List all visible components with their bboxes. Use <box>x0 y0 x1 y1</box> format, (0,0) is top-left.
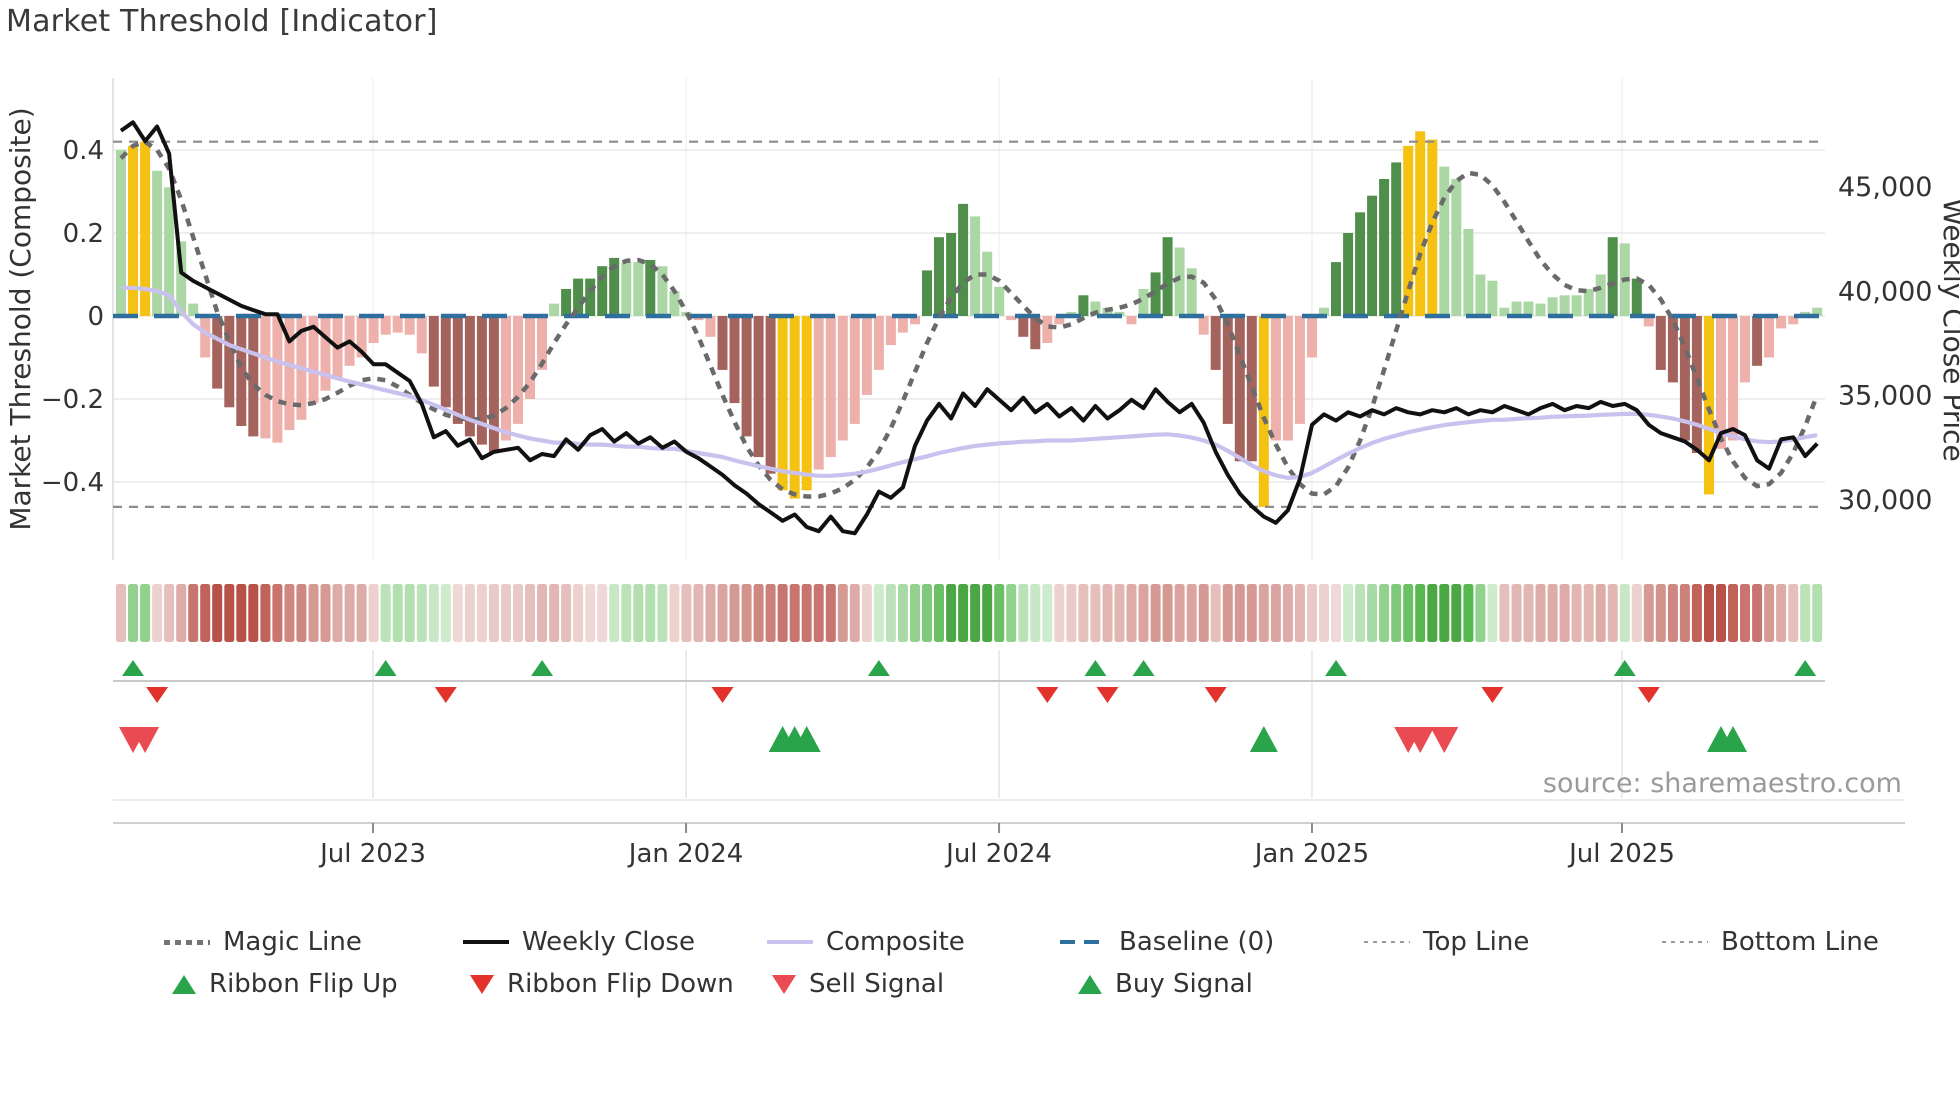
legend-item-baseline: Baseline (0) <box>1060 926 1274 958</box>
legend-item-top-line: Top Line <box>1364 926 1529 958</box>
ribbon-flip-up-marker <box>531 660 554 676</box>
baseline-swatch-icon <box>1060 940 1106 944</box>
threshold-bars <box>116 131 1823 507</box>
x-tick-label: Jul 2025 <box>1567 839 1675 869</box>
weekly-close-path <box>119 120 1819 536</box>
buy-signal-marker <box>1719 726 1748 752</box>
x-tick-label: Jan 2024 <box>627 839 744 869</box>
legend-item-buy-signal: Buy Signal <box>1078 968 1253 1000</box>
magic-line-path <box>119 139 1820 499</box>
ribbon-flip-down-marker <box>146 687 169 703</box>
triangle-down-icon <box>470 974 494 994</box>
composite-swatch-icon <box>767 940 813 944</box>
legend-item-bottom-line: Bottom Line <box>1662 926 1879 958</box>
legend-label: Ribbon Flip Up <box>209 969 398 999</box>
right-tick-label: 30,000 <box>1838 485 1932 516</box>
ribbon-flip-up-marker <box>122 660 145 676</box>
indicator-chart: Jul 2023 Jan 2024 Jul 2024 Jan 2025 Jul 2025… <box>4 78 1960 869</box>
legend-label: Weekly Close <box>522 927 695 957</box>
sell-triangle-icon <box>772 974 796 994</box>
sell-signal-marker <box>1406 727 1435 753</box>
legend-label: Sell Signal <box>809 969 945 999</box>
left-tick-label: −0.4 <box>41 468 104 498</box>
source-credit: source: sharemaestro.com <box>1543 768 1902 799</box>
ribbon-flip-up-marker <box>1794 660 1817 676</box>
legend-label: Buy Signal <box>1115 969 1253 999</box>
ribbon-flip-down-marker <box>1096 687 1119 703</box>
legend-label: Bottom Line <box>1721 927 1879 957</box>
legend-item-weekly-close: Weekly Close <box>463 926 695 958</box>
ribbon-flip-up-marker <box>1325 660 1348 676</box>
right-axis-title: Weekly Close Price <box>1937 198 1960 461</box>
ribbon-flip-up-marker <box>374 660 397 676</box>
legend-item-ribbon-flip-up: Ribbon Flip Up <box>172 968 398 1000</box>
ribbon-flip-down-marker <box>711 687 734 703</box>
buy-triangle-icon <box>1078 974 1102 994</box>
ribbon-flip-down-marker <box>1204 687 1227 703</box>
legend-item-sell-signal: Sell Signal <box>772 968 944 1000</box>
right-tick-label: 35,000 <box>1838 381 1932 412</box>
left-tick-label: −0.2 <box>41 385 104 415</box>
ribbon-flip-up-marker <box>1084 660 1107 676</box>
triangle-up-icon <box>172 974 196 994</box>
legend-label: Baseline (0) <box>1119 927 1275 957</box>
legend-item-magic-line: Magic Line <box>164 926 362 958</box>
legend-label: Ribbon Flip Down <box>507 969 734 999</box>
ribbon-flip-up-marker <box>867 660 890 676</box>
sell-signal-marker <box>131 727 160 753</box>
legend-label: Top Line <box>1423 927 1530 957</box>
x-tick-label: Jul 2024 <box>944 839 1052 869</box>
legend-item-composite: Composite <box>767 926 965 958</box>
sell-signal-marker <box>1430 727 1459 753</box>
ribbon-flip-down-marker <box>1637 687 1660 703</box>
ribbon-flip-down-marker <box>1036 687 1059 703</box>
left-axis-title: Market Threshold (Composite) <box>4 107 37 530</box>
composite-path <box>121 285 1818 481</box>
top-line-swatch-icon <box>1364 941 1410 943</box>
magic-line-swatch-icon <box>164 939 210 945</box>
buy-signal-marker <box>792 726 821 752</box>
ribbon-flip-up-marker <box>1132 660 1155 676</box>
bottom-line-swatch-icon <box>1662 941 1708 943</box>
ribbon-flip-down-marker <box>1481 687 1504 703</box>
buy-signal-marker <box>1249 726 1278 752</box>
left-tick-label: 0 <box>87 302 104 332</box>
legend-item-ribbon-flip-down: Ribbon Flip Down <box>470 968 734 1000</box>
ribbon-flip-down-marker <box>434 687 457 703</box>
legend-label: Composite <box>826 927 965 957</box>
left-tick-label: 0.4 <box>63 136 104 166</box>
right-tick-label: 40,000 <box>1838 276 1932 307</box>
weekly-close-swatch-icon <box>463 940 509 944</box>
left-tick-label: 0.2 <box>63 219 104 249</box>
page-title: Market Threshold [Indicator] <box>6 4 438 39</box>
x-tick-label: Jan 2025 <box>1253 839 1370 869</box>
ribbon-strip <box>116 584 1823 642</box>
right-tick-label: 45,000 <box>1838 172 1932 203</box>
x-tick-label: Jul 2023 <box>318 839 426 869</box>
ribbon-flip-up-marker <box>1613 660 1636 676</box>
legend-label: Magic Line <box>223 927 362 957</box>
